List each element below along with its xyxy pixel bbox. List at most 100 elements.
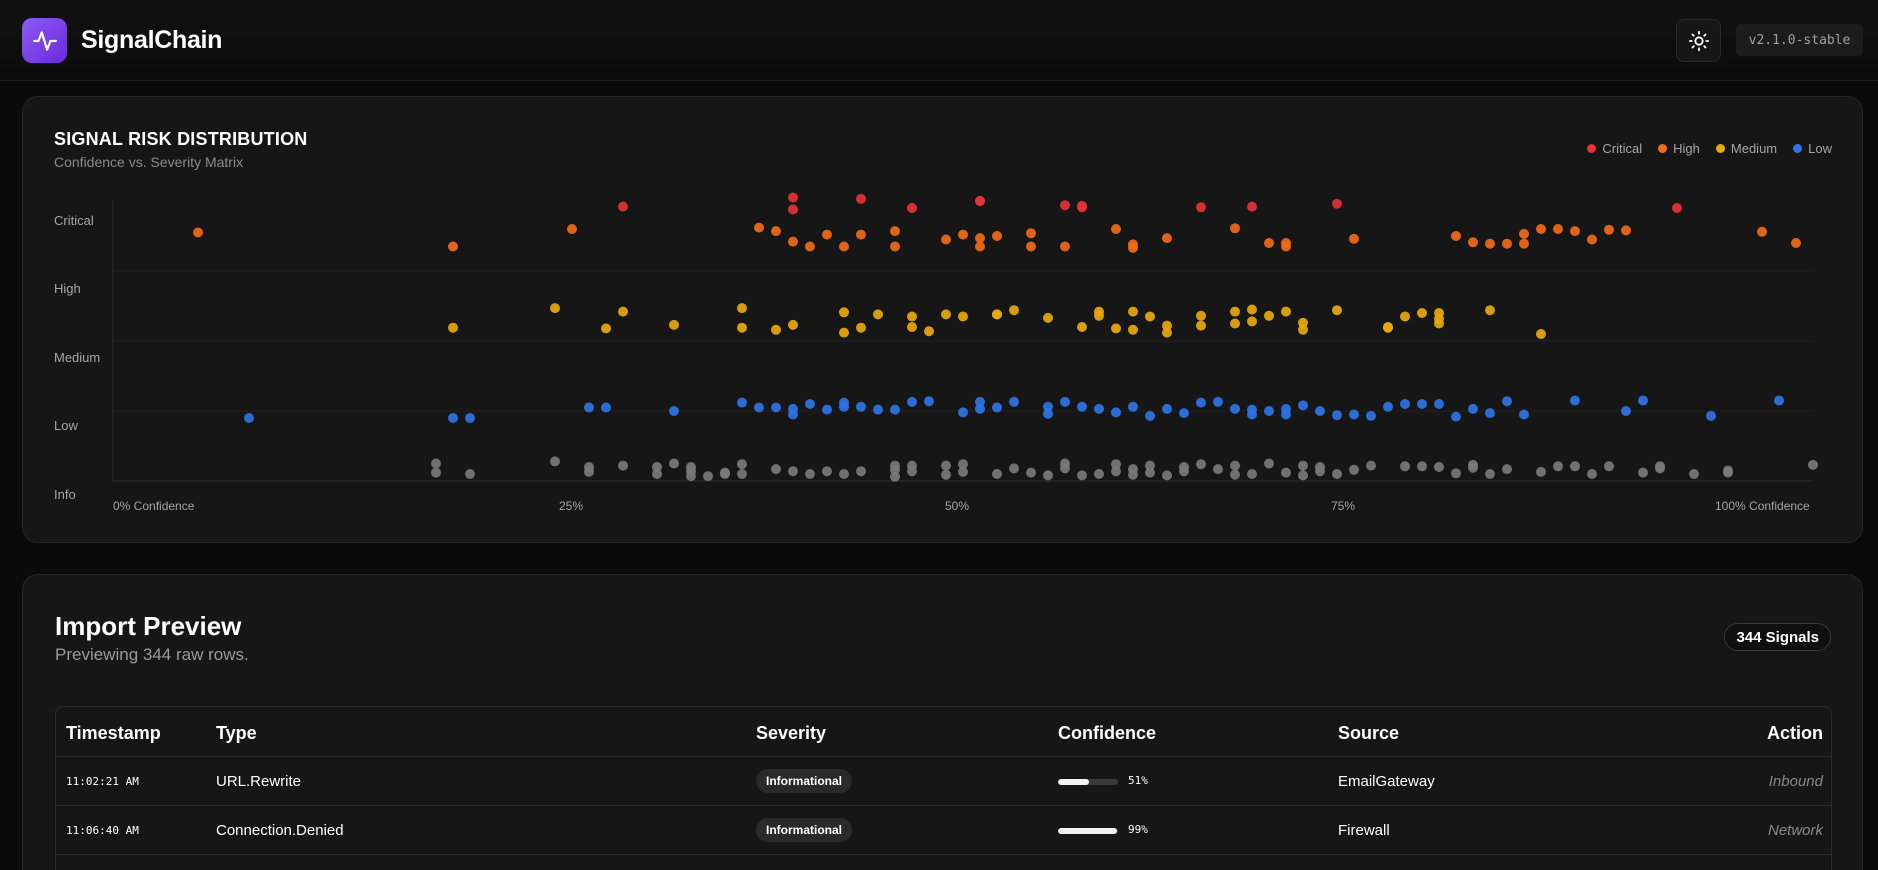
data-point-low[interactable] [1247,409,1257,420]
data-point-info[interactable] [1553,461,1563,472]
data-point-medium[interactable] [618,306,628,317]
data-point-medium[interactable] [1485,305,1495,316]
data-point-medium[interactable] [1247,304,1257,315]
data-point-low[interactable] [975,403,985,414]
data-point-critical[interactable] [1077,200,1087,211]
data-point-medium[interactable] [1111,323,1121,334]
data-point-high[interactable] [1111,224,1121,234]
data-point-info[interactable] [1111,466,1121,477]
data-point-low[interactable] [1145,410,1155,421]
data-point-high[interactable] [856,229,866,240]
data-point-info[interactable] [1111,459,1121,470]
data-point-high[interactable] [1621,225,1631,236]
data-point-info[interactable] [1366,460,1376,471]
data-point-low[interactable] [1060,396,1070,407]
data-point-high[interactable] [805,241,815,252]
data-point-critical[interactable] [856,193,866,204]
data-point-info[interactable] [890,471,900,482]
data-point-low[interactable] [1043,401,1053,412]
data-point-medium[interactable] [601,323,611,334]
data-point-low[interactable] [601,402,611,413]
data-point-low[interactable] [669,406,679,416]
data-point-medium[interactable] [550,303,560,314]
data-point-info[interactable] [1009,463,1019,474]
data-point-info[interactable] [652,462,662,472]
data-point-info[interactable] [1298,470,1308,481]
data-point-high[interactable] [958,229,968,240]
data-point-low[interactable] [839,401,849,412]
data-point-info[interactable] [1536,466,1546,477]
data-point-low[interactable] [1179,408,1189,419]
data-point-info[interactable] [1077,470,1087,481]
data-point-info[interactable] [1162,470,1172,481]
data-point-high[interactable] [1349,233,1359,244]
data-point-low[interactable] [1383,401,1393,412]
data-point-info[interactable] [1230,469,1240,480]
data-point-low[interactable] [1009,396,1019,407]
data-point-info[interactable] [1094,469,1104,479]
data-point-high[interactable] [788,236,798,247]
data-point-info[interactable] [958,466,968,477]
data-point-info[interactable] [1417,461,1427,472]
data-point-info[interactable] [686,462,696,472]
data-point-medium[interactable] [907,311,917,322]
data-point-high[interactable] [1485,238,1495,249]
data-point-low[interactable] [1213,396,1223,407]
data-point-high[interactable] [890,226,900,237]
data-point-low[interactable] [1349,409,1359,420]
data-point-low[interactable] [1366,410,1376,421]
data-point-high[interactable] [1536,224,1546,234]
data-point-low[interactable] [1230,403,1240,414]
data-point-info[interactable] [618,460,628,471]
data-point-low[interactable] [788,409,798,420]
data-point-info[interactable] [1570,461,1580,472]
data-point-info[interactable] [1638,467,1648,478]
data-point-medium[interactable] [1400,311,1410,322]
data-point-high[interactable] [1502,238,1512,249]
data-point-medium[interactable] [1230,318,1240,329]
data-point-medium[interactable] [1383,322,1393,332]
data-point-high[interactable] [1128,239,1138,250]
data-point-high[interactable] [1791,238,1801,248]
data-point-info[interactable] [1026,467,1036,478]
data-point-info[interactable] [1230,460,1240,471]
data-point-medium[interactable] [737,322,747,333]
data-point-low[interactable] [873,404,883,415]
data-point-info[interactable] [907,460,917,471]
data-point-low[interactable] [958,407,968,418]
data-point-info[interactable] [550,456,560,467]
column-header-action[interactable]: Action [1767,723,1823,743]
data-point-info[interactable] [1298,460,1308,471]
data-point-critical[interactable] [788,204,798,215]
data-point-high[interactable] [975,241,985,252]
data-point-critical[interactable] [975,196,985,206]
data-point-critical[interactable] [1672,203,1682,213]
data-point-info[interactable] [703,471,713,482]
data-point-info[interactable] [1213,464,1223,475]
data-point-medium[interactable] [1162,320,1172,331]
data-point-medium[interactable] [448,322,458,333]
app-logo[interactable] [22,18,67,63]
column-header-severity[interactable]: Severity [756,723,827,743]
data-point-low[interactable] [1485,408,1495,419]
data-point-info[interactable] [584,466,594,477]
data-point-info[interactable] [1808,459,1818,470]
data-point-low[interactable] [822,404,832,415]
data-point-low[interactable] [1570,395,1580,406]
data-point-low[interactable] [1451,411,1461,422]
data-point-high[interactable] [1060,241,1070,252]
data-point-info[interactable] [1281,467,1291,478]
data-point-info[interactable] [992,469,1002,479]
data-point-medium[interactable] [941,309,951,320]
data-point-info[interactable] [1196,459,1206,470]
data-point-low[interactable] [1077,401,1087,412]
data-point-info[interactable] [1179,466,1189,477]
data-point-low[interactable] [244,413,254,423]
data-point-medium[interactable] [1043,312,1053,323]
column-header-type[interactable]: Type [216,723,257,743]
data-point-medium[interactable] [856,322,866,333]
data-point-info[interactable] [1587,469,1597,479]
data-point-info[interactable] [652,469,662,479]
data-point-info[interactable] [941,460,951,471]
data-point-info[interactable] [805,469,815,479]
